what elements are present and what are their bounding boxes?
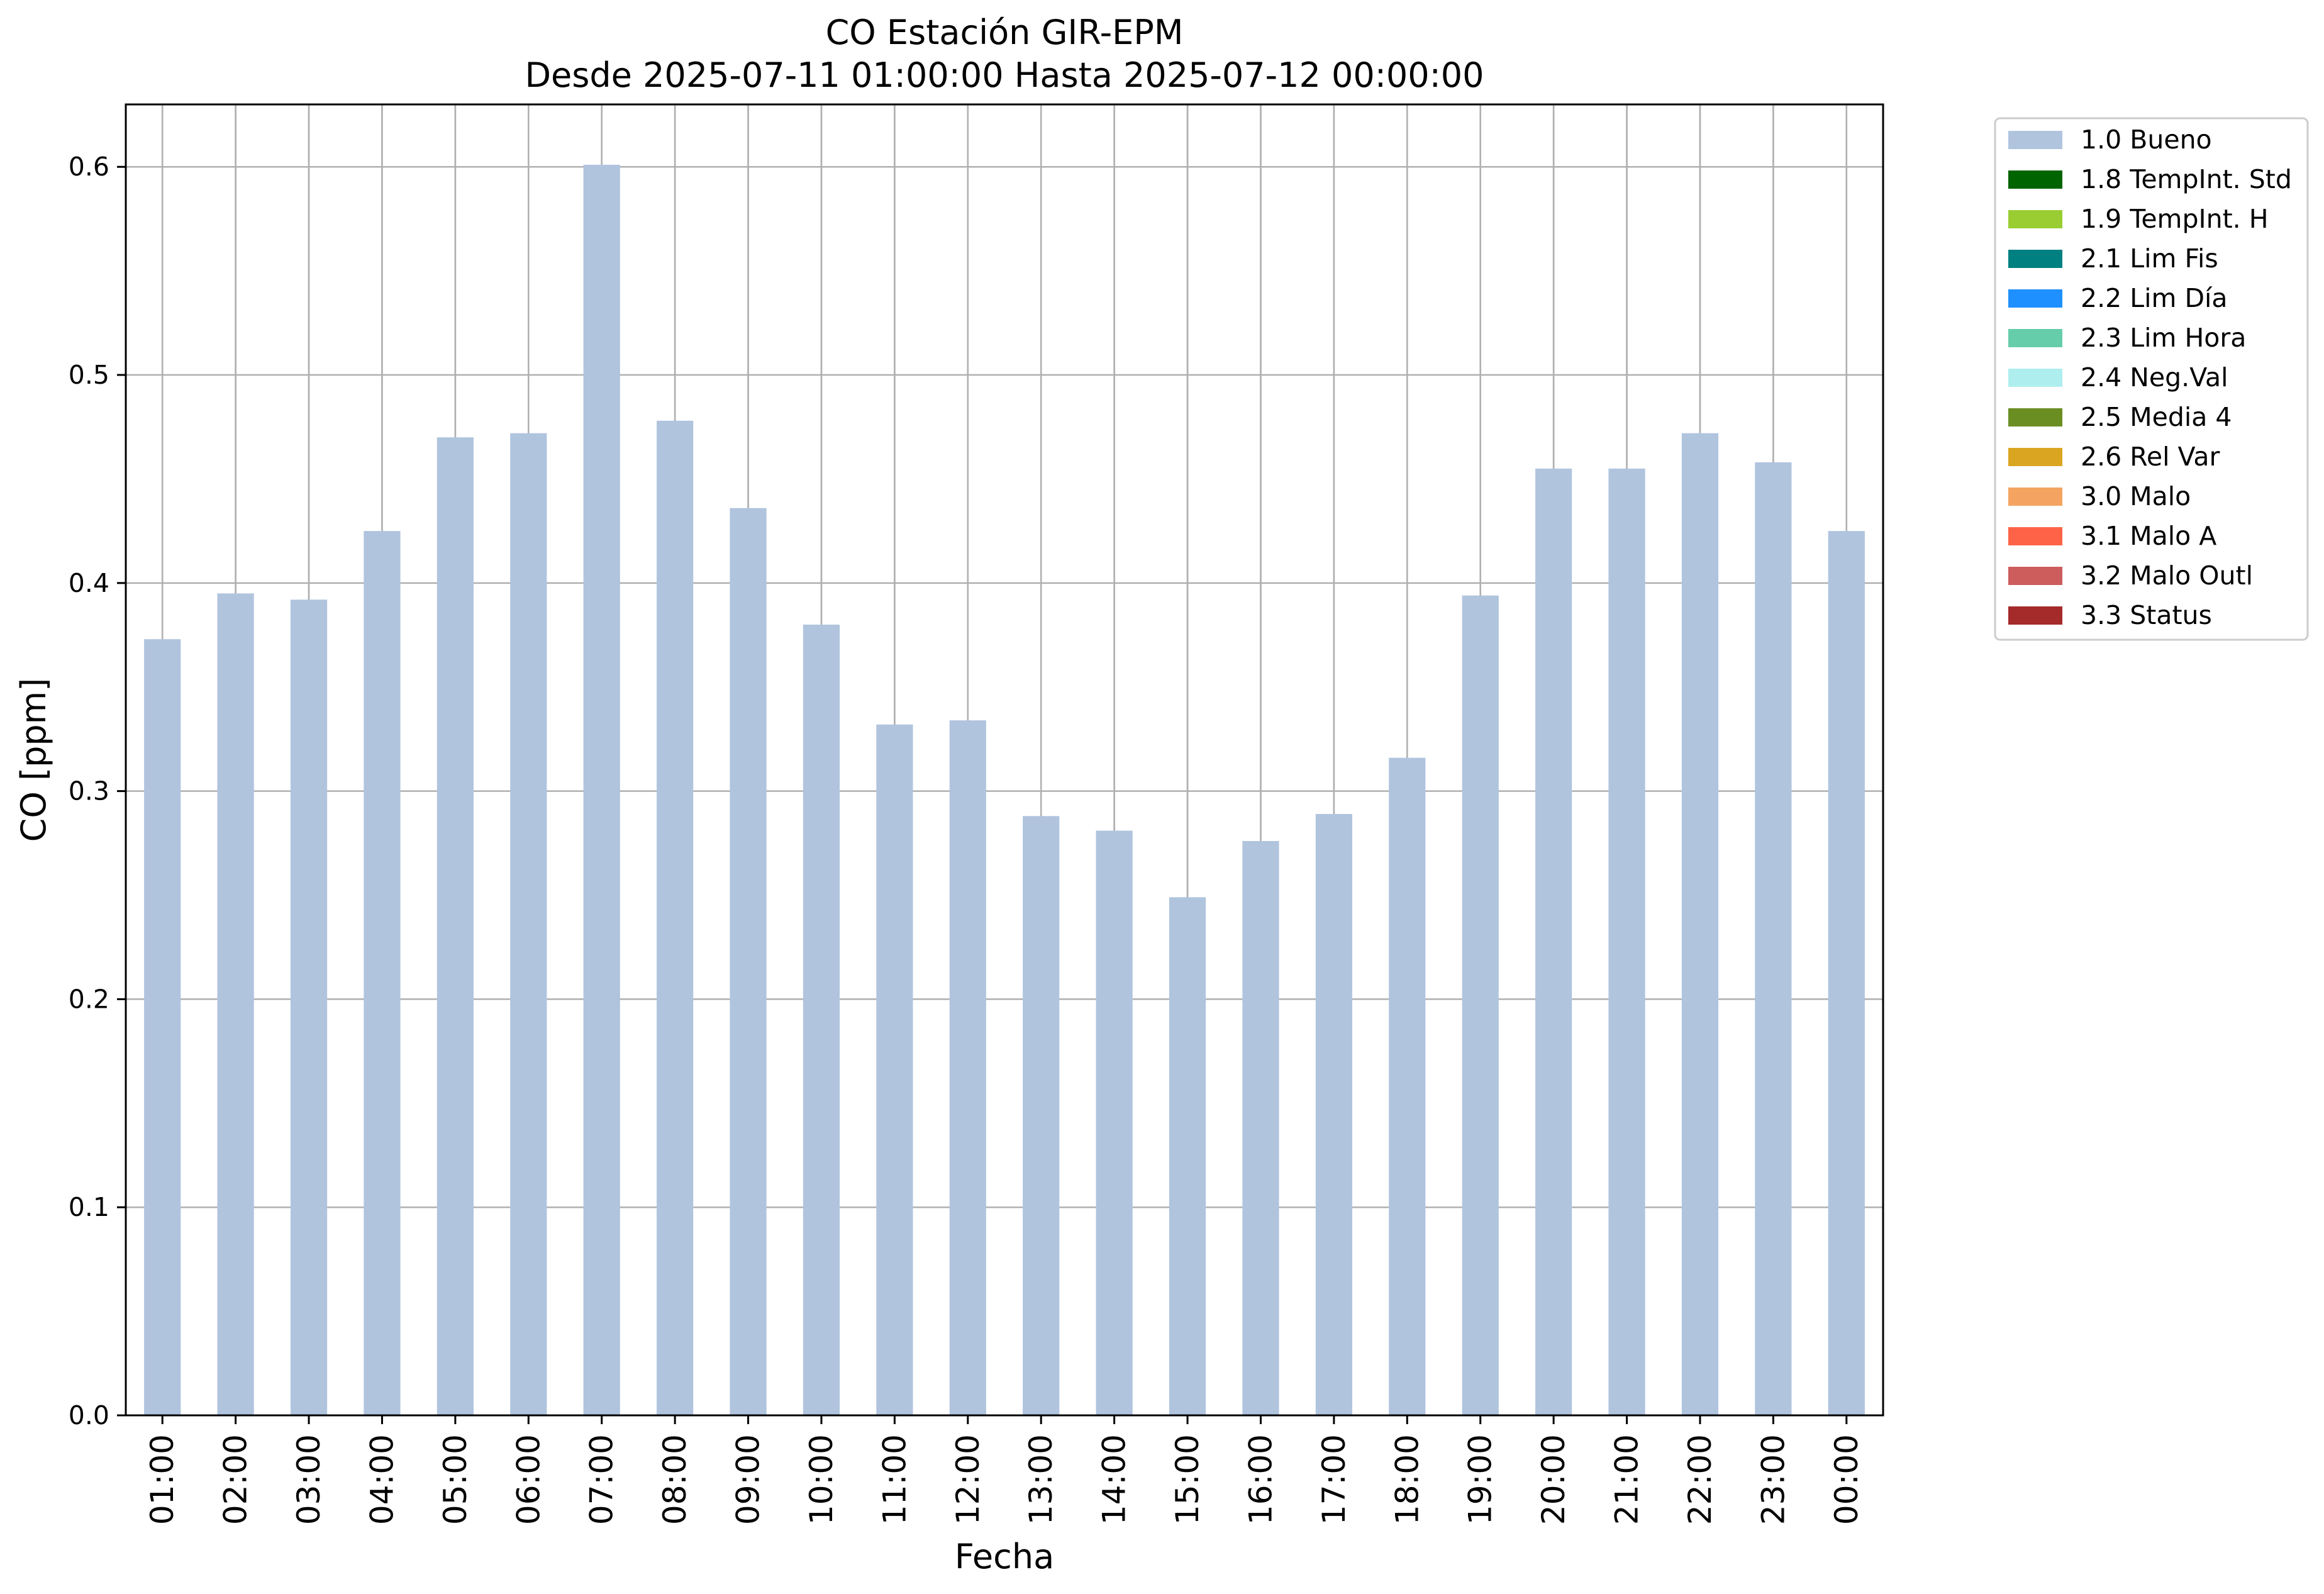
legend-label: 3.0 Malo [2081,481,2191,511]
bar [1389,757,1426,1415]
legend-swatch [2008,408,2062,426]
y-tick-label: 0.0 [69,1400,109,1430]
bar [876,724,913,1415]
x-tick-label: 20:00 [1535,1434,1572,1525]
legend-label: 3.2 Malo Outl [2081,560,2253,591]
legend-label: 2.2 Lim Día [2081,283,2228,313]
x-tick-label: 12:00 [950,1434,986,1525]
legend-swatch [2008,448,2062,466]
x-tick-label: 14:00 [1096,1434,1133,1525]
legend-swatch [2008,250,2062,268]
bar [1462,595,1499,1415]
bar [583,164,620,1415]
x-tick-label: 03:00 [291,1434,327,1525]
bar [1315,814,1352,1415]
x-tick-label: 00:00 [1828,1434,1865,1525]
bar [1535,468,1572,1415]
x-tick-label: 17:00 [1316,1434,1352,1525]
x-tick-label: 08:00 [657,1434,693,1525]
legend-swatch [2008,131,2062,149]
bar [1023,816,1060,1415]
bar [436,437,474,1416]
bar [1755,462,1792,1415]
bar [730,508,767,1415]
legend-swatch [2008,289,2062,308]
bar [144,639,181,1416]
legend-swatch [2008,210,2062,228]
y-tick-label: 0.4 [69,568,109,598]
bar [657,420,694,1415]
legend-label: 2.1 Lim Fis [2081,243,2218,274]
legend-swatch [2008,488,2062,506]
legend-frame [1994,117,2309,641]
bars [144,164,1865,1416]
bar [1828,531,1865,1416]
bar [217,593,254,1416]
legend-swatch [2008,567,2062,585]
bar [290,599,328,1416]
legend-swatch [2008,329,2062,347]
y-tick-label: 0.1 [69,1192,109,1222]
legend-label: 1.9 TempInt. H [2081,204,2269,234]
legend-label: 1.8 TempInt. Std [2081,164,2292,194]
y-tick-label: 0.6 [69,152,109,182]
bar [803,624,840,1415]
legend-label: 2.3 Lim Hora [2081,323,2246,353]
legend-label: 2.4 Neg.Val [2081,362,2228,393]
legend-swatch [2008,170,2062,189]
x-tick-label: 11:00 [876,1434,913,1525]
y-tick-label: 0.3 [69,776,109,806]
x-tick-label: 23:00 [1755,1434,1791,1525]
x-tick-label: 22:00 [1682,1434,1718,1525]
legend-label: 1.0 Bueno [2081,125,2212,155]
legend: 1.0 Bueno 1.8 TempInt. Std 1.9 TempInt. H 2… [1994,117,2309,641]
chart-title: CO Estación GIR-EPM [826,13,1184,52]
x-tick-label: 19:00 [1462,1434,1499,1525]
chart-subtitle: Desde 2025-07-11 01:00:00 Hasta 2025-07-… [525,55,1484,95]
legend-label: 2.5 Media 4 [2081,402,2232,432]
y-axis-label: CO [ppm] [14,678,53,842]
bar [949,720,986,1415]
y-tick-label: 0.5 [69,360,109,390]
legend-swatch [2008,527,2062,545]
bar [1096,830,1133,1415]
y-axis: 0.0 0.1 0.2 0.3 0.4 0.5 0.6 [69,152,126,1430]
x-tick-label: 18:00 [1389,1434,1425,1525]
legend-swatch [2008,606,2062,625]
plot-frame [125,103,1884,1417]
legend-label: 3.3 Status [2081,600,2212,630]
x-tick-label: 15:00 [1169,1434,1206,1525]
x-axis-label: Fecha [955,1537,1054,1576]
bar [1681,433,1719,1415]
x-tick-label: 16:00 [1242,1434,1279,1525]
x-tick-label: 09:00 [730,1434,767,1525]
x-tick-label: 01:00 [144,1434,181,1525]
x-tick-label: 07:00 [584,1434,620,1525]
x-axis: 01:00 02:00 03:00 04:00 05:00 06:00 07:00 08:00… [144,1415,1865,1525]
x-tick-label: 05:00 [437,1434,474,1525]
y-tick-label: 0.2 [69,984,109,1014]
x-tick-label: 06:00 [510,1434,547,1525]
legend-swatch [2008,369,2062,387]
bar [1169,897,1206,1415]
bar [510,433,547,1415]
x-tick-label: 21:00 [1609,1434,1645,1525]
x-tick-label: 10:00 [803,1434,840,1525]
bar [364,531,401,1416]
legend-label: 2.6 Rel Var [2081,442,2220,472]
x-tick-label: 13:00 [1023,1434,1059,1525]
x-tick-label: 04:00 [364,1434,400,1525]
legend-label: 3.1 Malo A [2081,521,2216,551]
bar [1242,841,1279,1415]
x-tick-label: 02:00 [218,1434,254,1525]
bar [1608,468,1645,1415]
